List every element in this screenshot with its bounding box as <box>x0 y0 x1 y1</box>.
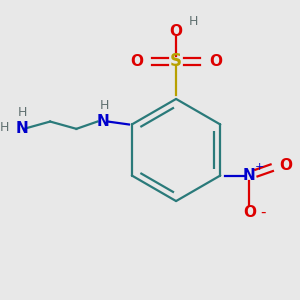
Text: H: H <box>189 15 198 28</box>
Text: S: S <box>170 52 182 70</box>
Text: O: O <box>130 53 143 68</box>
Text: N: N <box>96 114 109 129</box>
Text: N: N <box>243 168 256 183</box>
Text: O: O <box>279 158 292 173</box>
Text: O: O <box>243 205 256 220</box>
Text: N: N <box>16 121 29 136</box>
Text: H: H <box>99 99 109 112</box>
Text: H: H <box>0 121 10 134</box>
Text: +: + <box>255 162 264 172</box>
Text: -: - <box>260 205 265 220</box>
Text: O: O <box>169 24 183 39</box>
Text: H: H <box>18 106 27 119</box>
Text: O: O <box>209 53 222 68</box>
